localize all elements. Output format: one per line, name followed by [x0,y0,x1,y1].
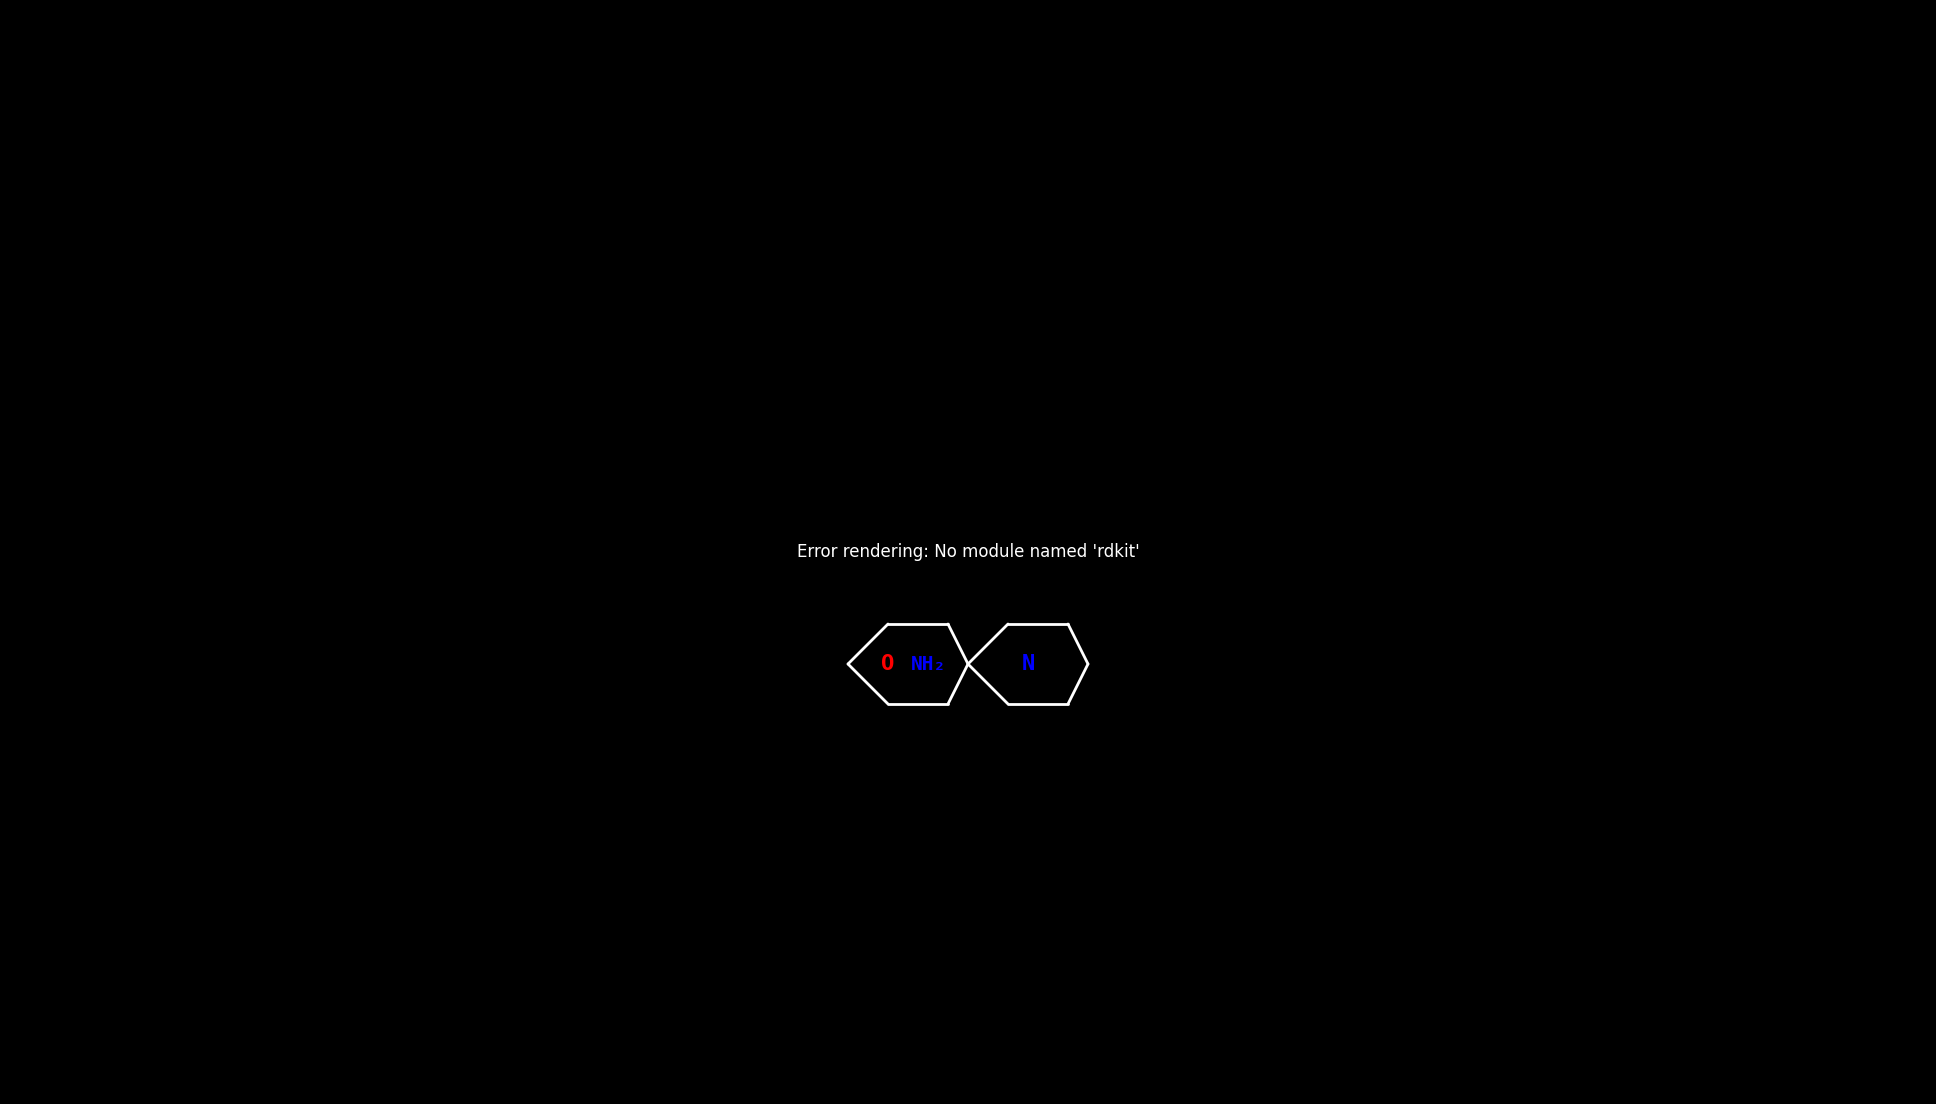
Text: O: O [881,654,894,675]
Text: N: N [1022,654,1034,675]
Text: Error rendering: No module named 'rdkit': Error rendering: No module named 'rdkit' [796,543,1140,561]
Text: NH₂: NH₂ [910,655,945,673]
